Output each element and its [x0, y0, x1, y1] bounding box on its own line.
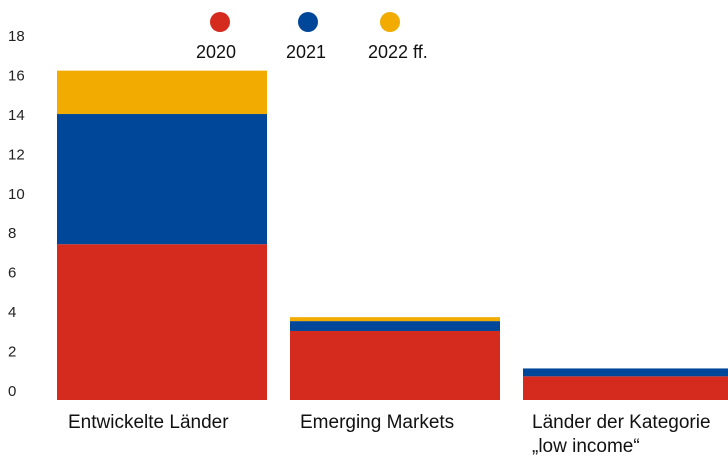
- bar-segment-2022-ff-1: [290, 317, 500, 322]
- bar-segment-2020-1: [290, 330, 500, 400]
- bar-segment-2021-2: [523, 368, 728, 377]
- bar-segment-2021-0: [57, 114, 267, 245]
- y-tick-label: 16: [8, 67, 25, 84]
- category-label: Länder der Kategorie: [532, 412, 711, 433]
- legend-label: 2021: [286, 42, 326, 62]
- bar-segment-2022-ff-0: [57, 70, 267, 115]
- bar-segment-2020-0: [57, 244, 267, 400]
- y-tick-label: 8: [8, 225, 16, 242]
- y-tick-label: 4: [8, 304, 16, 321]
- y-tick-label: 0: [8, 383, 16, 400]
- legend-swatch: [298, 12, 318, 32]
- y-tick-label: 6: [8, 265, 16, 282]
- category-label: Entwickelte Länder: [68, 412, 229, 433]
- legend-swatch: [380, 12, 400, 32]
- y-tick-label: 10: [8, 186, 25, 203]
- legend-label: 2020: [196, 42, 236, 62]
- legend-swatch: [210, 12, 230, 32]
- category-label: „low income“: [532, 436, 640, 456]
- legend: 2020 2021 2022 ff.: [196, 12, 428, 62]
- bar-segment-2021-1: [290, 321, 500, 331]
- category-labels: Entwickelte Länder Emerging Markets Länder…: [68, 412, 711, 456]
- y-axis-ticks: 0 2 4 6 8 10 12 14 16 18: [8, 28, 25, 400]
- y-tick-label: 12: [8, 146, 25, 163]
- bar-segment-2020-2: [523, 376, 728, 400]
- legend-label: 2022 ff.: [368, 42, 428, 62]
- y-tick-label: 14: [8, 107, 25, 124]
- y-tick-label: 2: [8, 344, 16, 361]
- y-tick-label: 18: [8, 28, 25, 45]
- category-label: Emerging Markets: [300, 412, 454, 433]
- bars: [57, 70, 728, 400]
